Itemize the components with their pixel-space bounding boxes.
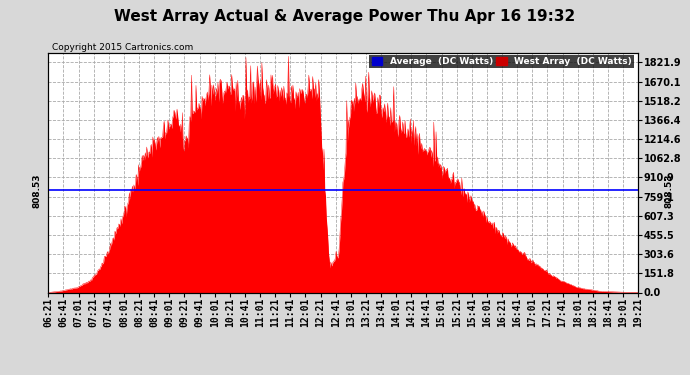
Legend: Average  (DC Watts), West Array  (DC Watts): Average (DC Watts), West Array (DC Watts… — [369, 55, 633, 68]
Text: West Array Actual & Average Power Thu Apr 16 19:32: West Array Actual & Average Power Thu Ap… — [115, 9, 575, 24]
Text: 808.53: 808.53 — [664, 173, 674, 208]
Text: Copyright 2015 Cartronics.com: Copyright 2015 Cartronics.com — [52, 43, 193, 52]
Text: 808.53: 808.53 — [32, 173, 41, 208]
